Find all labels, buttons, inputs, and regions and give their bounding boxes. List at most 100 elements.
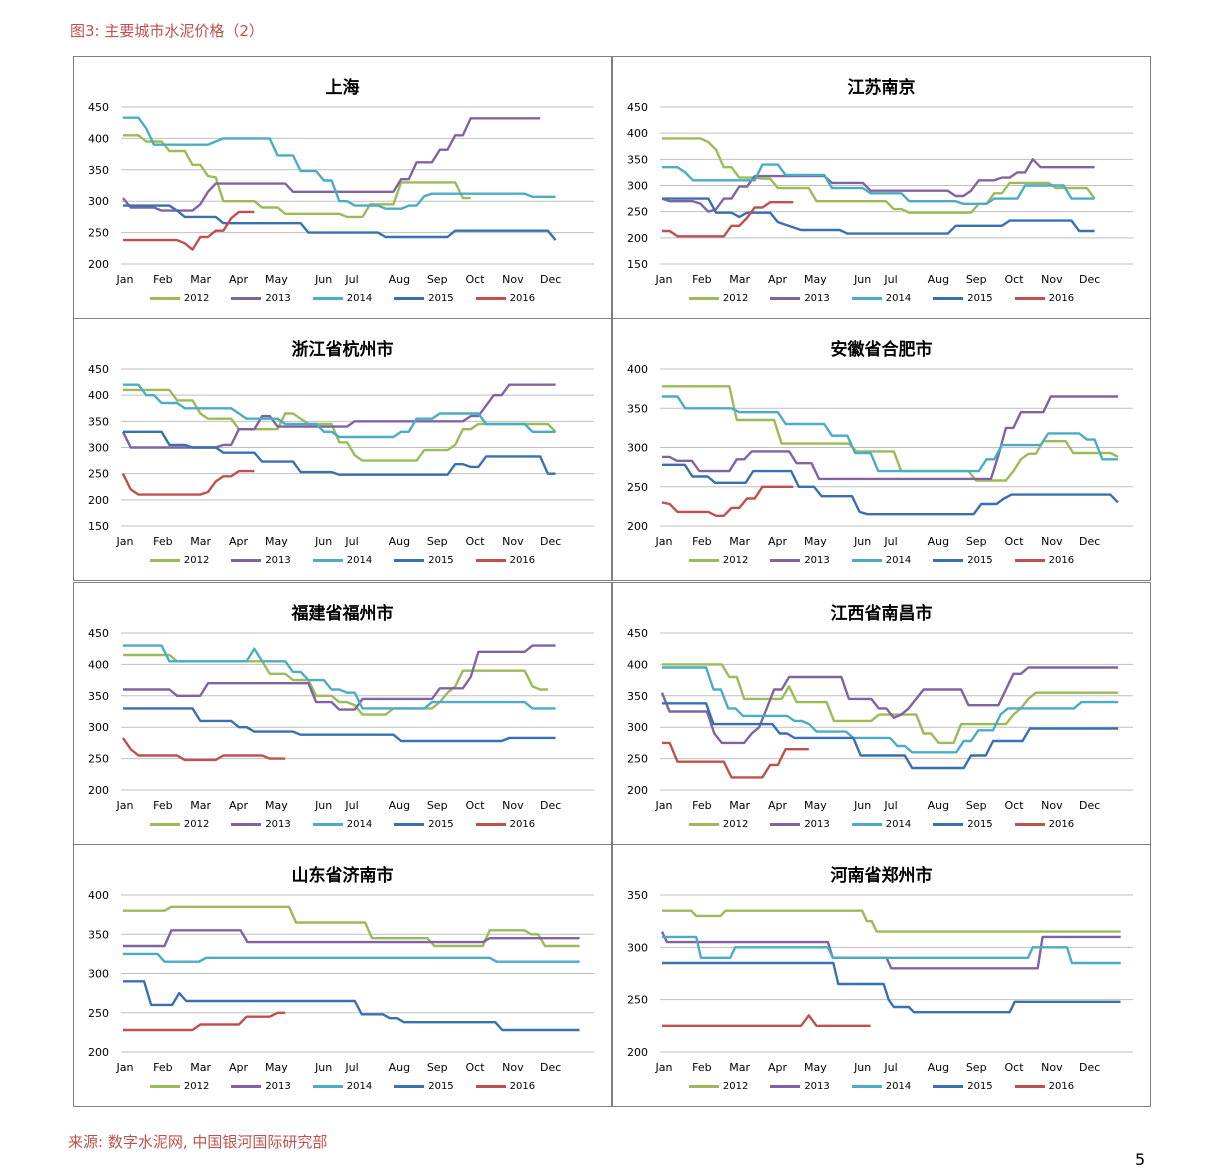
x-tick-label: Jun [853, 799, 871, 812]
legend-item: 2013 [231, 555, 291, 566]
x-tick-label: Dec [1079, 535, 1100, 548]
legend-swatch [231, 559, 262, 562]
chart-panel: 浙江省杭州市 150 200 250 300 350 400 450 Jan Feb Mar Apr M… [73, 318, 612, 581]
y-tick-label: 350 [88, 164, 109, 177]
legend-item: 2014 [312, 819, 373, 830]
x-tick-label: Sep [966, 535, 987, 548]
legend-swatch [1014, 559, 1045, 562]
legend-label: 2014 [885, 555, 912, 566]
legend-label: 2012 [183, 819, 210, 830]
x-tick-label: May [804, 799, 827, 812]
x-tick-label: Aug [389, 535, 410, 548]
x-tick-label: Oct [466, 273, 486, 286]
x-tick-label: Jan [116, 1061, 134, 1074]
series-line-2016 [123, 1011, 286, 1032]
legend-label: 2014 [346, 555, 373, 566]
legend-item: 2016 [475, 555, 535, 566]
legend-item: 2014 [851, 1081, 911, 1092]
x-tick-label: Sep [427, 273, 448, 286]
legend-label: 2013 [804, 1081, 830, 1092]
legend-item: 2016 [475, 819, 535, 830]
x-tick-label: Oct [466, 535, 486, 548]
x-tick-label: Jan [655, 273, 673, 286]
x-tick-label: Jun [314, 535, 332, 548]
legend-item: 2012 [688, 819, 748, 830]
legend-label: 2014 [346, 1081, 373, 1092]
legend-item: 2015 [394, 819, 454, 830]
x-tick-label: Oct [1005, 535, 1025, 548]
legend-label: 2013 [265, 1081, 291, 1092]
legend-label: 2016 [509, 293, 536, 304]
x-tick-label: May [265, 799, 288, 812]
legend-label: 2014 [885, 819, 912, 830]
y-tick-label: 300 [627, 442, 648, 455]
series-line-2014 [662, 666, 1119, 754]
series-line-2015 [123, 980, 580, 1032]
legend-swatch [770, 559, 801, 562]
y-tick-label: 350 [88, 928, 109, 941]
x-tick-label: Dec [540, 535, 561, 548]
x-tick-label: Jan [655, 799, 673, 812]
y-tick-label: 400 [627, 127, 648, 140]
legend-item: 2016 [1014, 819, 1074, 830]
legend-swatch [770, 823, 801, 826]
legend-swatch [475, 297, 506, 300]
legend: 2012 2013 2014 2015 2016 [74, 293, 611, 304]
legend-label: 2012 [183, 1081, 210, 1092]
legend-item: 2015 [933, 1081, 993, 1092]
legend-item: 2012 [149, 1081, 210, 1092]
y-tick-label: 450 [88, 627, 109, 640]
x-tick-label: Nov [502, 799, 524, 812]
line-chart: 200 250 300 350 400 450 Jan Feb Mar Apr May Jun Jul A… [88, 627, 594, 812]
series-line-2012 [662, 663, 1119, 745]
y-tick-label: 300 [627, 941, 648, 954]
x-tick-label: Feb [153, 799, 172, 812]
series-line-2013 [662, 395, 1119, 481]
legend-swatch [312, 1085, 343, 1088]
x-tick-label: Oct [1005, 1061, 1025, 1074]
legend-item: 2014 [851, 819, 912, 830]
x-tick-label: Dec [1079, 799, 1100, 812]
x-tick-label: Mar [729, 273, 750, 286]
x-tick-label: Jun [314, 1061, 332, 1074]
legend-item: 2014 [312, 293, 372, 304]
x-tick-label: Sep [966, 799, 987, 812]
legend-swatch [933, 1085, 964, 1088]
x-tick-label: Jul [883, 535, 897, 548]
x-tick-label: Jul [344, 535, 358, 548]
legend-swatch [312, 823, 343, 826]
x-tick-label: Apr [229, 535, 249, 548]
series-line-2014 [662, 163, 1095, 206]
legend-swatch [1014, 823, 1045, 826]
x-tick-label: May [804, 1061, 827, 1074]
legend-swatch [933, 297, 964, 300]
legend-label: 2015 [967, 819, 993, 830]
legend-label: 2016 [1048, 1081, 1075, 1092]
x-tick-label: Jun [853, 1061, 871, 1074]
legend-label: 2015 [428, 293, 454, 304]
x-tick-label: Sep [427, 535, 448, 548]
series-line-2015 [123, 204, 557, 241]
line-chart: 200 250 300 350 400 Jan Feb Mar Apr May Jun Jul Aug S… [627, 363, 1133, 548]
legend-item: 2015 [933, 555, 993, 566]
chart-panel: 山东省济南市 200 250 300 350 400 Jan Feb Mar Apr May Jun J… [73, 844, 612, 1107]
legend-label: 2013 [265, 555, 291, 566]
x-tick-label: Dec [540, 1061, 561, 1074]
legend: 2012 2013 2014 2015 2016 [74, 555, 611, 566]
legend: 2012 2013 2014 2015 2016 [613, 1081, 1150, 1092]
x-tick-label: Jun [314, 799, 332, 812]
series-line-2014 [123, 116, 556, 210]
legend-item: 2014 [312, 555, 373, 566]
series-line-2016 [121, 469, 255, 496]
x-tick-label: Jan [116, 799, 134, 812]
series-line-2014 [662, 935, 1121, 965]
chart-title: 福建省福州市 [291, 604, 394, 624]
legend-swatch [1014, 1085, 1045, 1088]
series-line-2012 [123, 905, 580, 948]
series-line-2015 [662, 197, 1095, 235]
legend-label: 2012 [183, 293, 210, 304]
x-tick-label: Apr [229, 273, 249, 286]
legend-label: 2014 [346, 819, 373, 830]
legend-label: 2012 [722, 555, 749, 566]
series-line-2014 [123, 383, 556, 439]
